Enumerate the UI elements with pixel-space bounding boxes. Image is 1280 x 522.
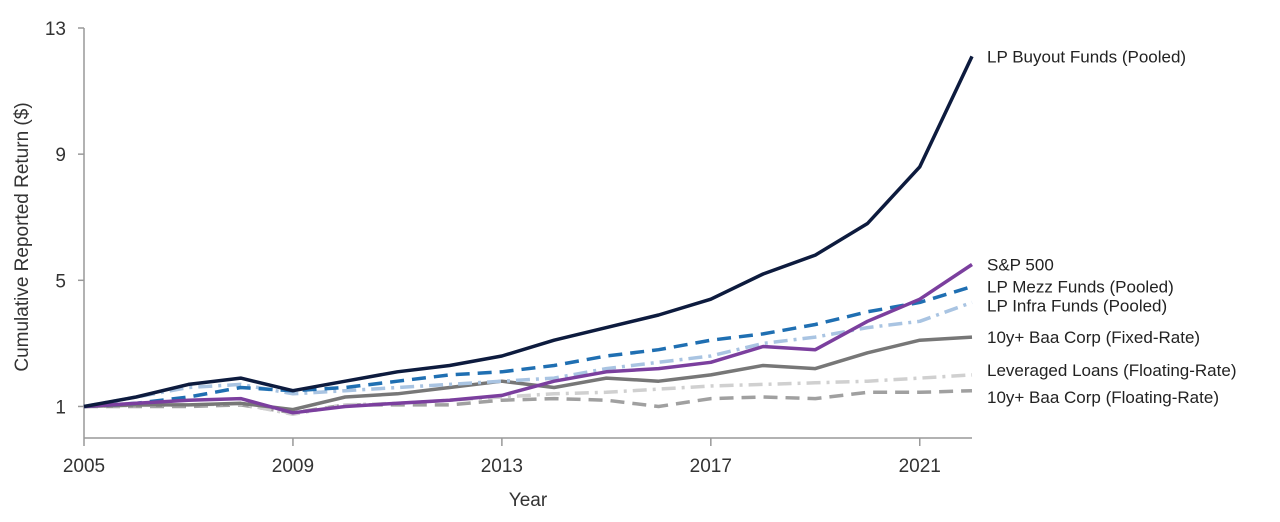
y-ticks: 1 5 9 13 xyxy=(45,19,84,418)
x-tick-label: 2009 xyxy=(272,456,314,477)
series-label: LP Infra Funds (Pooled) xyxy=(987,297,1167,316)
axes xyxy=(83,28,972,439)
series-line xyxy=(84,388,973,415)
y-tick-label: 9 xyxy=(55,145,66,166)
x-ticks: 2005 2009 2013 2017 2021 xyxy=(63,438,941,477)
series-line xyxy=(83,55,974,409)
series-line xyxy=(83,263,973,415)
y-tick-label: 1 xyxy=(55,397,66,418)
series-label: 10y+ Baa Corp (Fixed-Rate) xyxy=(987,328,1200,347)
series-label: 10y+ Baa Corp (Floating-Rate) xyxy=(987,388,1219,407)
series-label: LP Buyout Funds (Pooled) xyxy=(987,47,1186,66)
y-tick-label: 5 xyxy=(55,271,66,292)
x-tick-label: 2013 xyxy=(481,456,523,477)
series-line xyxy=(83,300,973,409)
y-axis-title: Cumulative Reported Return ($) xyxy=(12,102,33,371)
series-label: S&P 500 xyxy=(987,256,1054,275)
x-tick-label: 2021 xyxy=(899,456,941,477)
series-line xyxy=(83,284,973,409)
x-axis-title: Year xyxy=(509,490,548,511)
series-line xyxy=(83,335,973,412)
x-tick-label: 2005 xyxy=(63,456,105,477)
series-labels: LP Buyout Funds (Pooled) S&P 500 LP Mezz F… xyxy=(987,47,1236,407)
x-tick-label: 2017 xyxy=(690,456,732,477)
series-label: Leveraged Loans (Floating-Rate) xyxy=(987,361,1236,380)
series-label: LP Mezz Funds (Pooled) xyxy=(987,278,1174,297)
y-tick-label: 13 xyxy=(45,19,66,40)
series-lines xyxy=(83,55,974,417)
